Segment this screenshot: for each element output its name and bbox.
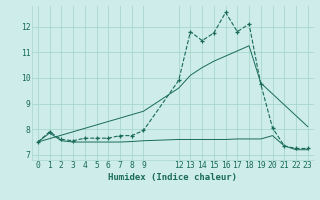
X-axis label: Humidex (Indice chaleur): Humidex (Indice chaleur) <box>108 173 237 182</box>
